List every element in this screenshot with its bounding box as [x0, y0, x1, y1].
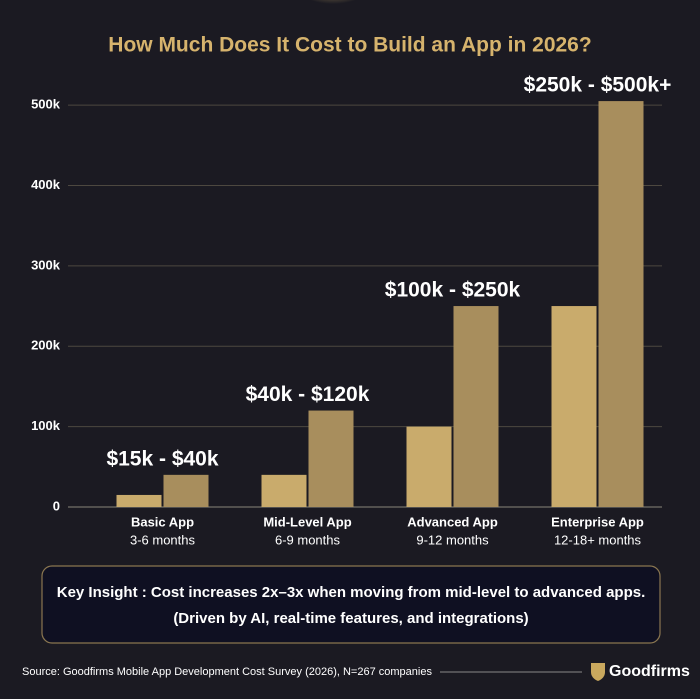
x-tick-sublabel: 12-18+ months — [554, 532, 642, 547]
insight-line: Key Insight : Cost increases 2x–3x when … — [57, 584, 646, 601]
bar — [116, 494, 162, 507]
y-tick-label: 200k — [31, 338, 61, 353]
chart-title: How Much Does It Cost to Build an App in… — [108, 34, 591, 57]
y-tick-label: 0 — [53, 498, 60, 513]
x-tick-label: Enterprise App — [551, 514, 644, 529]
y-tick-label: 100k — [31, 418, 61, 433]
range-label: $15k - $40k — [106, 447, 218, 470]
range-label: $100k - $250k — [385, 279, 521, 302]
x-tick-sublabel: 6-9 months — [275, 532, 341, 547]
bar — [598, 101, 644, 508]
y-tick-label: 500k — [31, 97, 61, 112]
source-note: Source: Goodfirms Mobile App Development… — [22, 666, 432, 678]
y-tick-label: 300k — [31, 257, 61, 272]
bar — [308, 410, 354, 507]
top-glow — [298, 0, 368, 20]
range-label: $40k - $120k — [246, 383, 370, 406]
x-tick-label: Basic App — [131, 514, 194, 529]
bar — [261, 474, 307, 507]
bar — [453, 306, 499, 507]
y-tick-label: 400k — [31, 177, 61, 192]
bar — [551, 306, 597, 507]
x-tick-sublabel: 9-12 months — [416, 532, 489, 547]
brand-icon — [591, 663, 605, 681]
x-tick-label: Advanced App — [407, 514, 498, 529]
x-tick-sublabel: 3-6 months — [130, 532, 196, 547]
brand-name: Goodfirms — [609, 663, 690, 680]
bar — [163, 474, 209, 507]
range-label: $250k - $500k+ — [524, 74, 672, 97]
insight-line: (Driven by AI, real-time features, and i… — [173, 610, 528, 627]
insight-box — [41, 565, 661, 644]
x-tick-label: Mid-Level App — [263, 514, 351, 529]
bar — [406, 426, 452, 507]
